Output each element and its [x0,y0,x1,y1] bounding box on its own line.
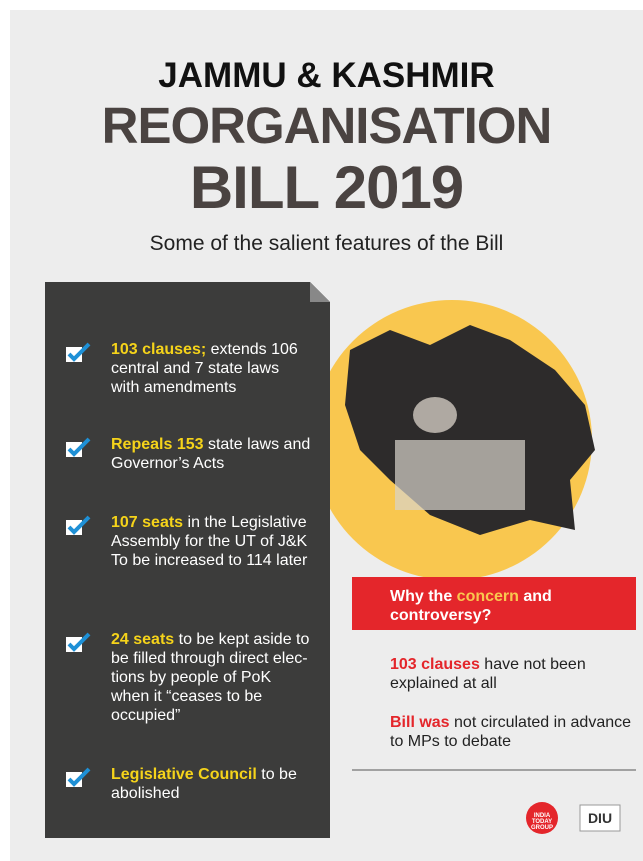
highlight: Repeals 153 [111,436,204,453]
feature: Repeals 153 state laws and Governor’s Ac… [111,435,311,473]
fold [310,282,330,302]
concern-box [352,577,636,630]
highlight: concern [456,588,519,605]
highlight: 103 clauses; [111,341,207,358]
feature: 24 seats to be kept aside to be filled t… [111,630,311,725]
checkbox [65,515,91,542]
dome [413,397,457,433]
text: Why the [390,588,457,605]
title-line: JAMMU & KASHMIR [158,56,495,95]
decor [45,282,636,838]
panel [45,282,330,838]
highlight: 103 clauses [390,656,480,673]
checkbox [65,342,91,369]
title-line: REORGANISATION [101,97,553,154]
checkbox [65,767,91,794]
feature: 107 seats in the Legislative Assembly fo… [111,513,311,570]
text: to be abolished [111,766,297,802]
logo-text: INDIA TODAY GROUP [530,813,553,831]
title-line: BILL 2019 [189,154,464,221]
feature: Legislative Council to be abolished [111,765,311,803]
text: and controversy? [390,588,552,624]
logo-mark [526,802,558,834]
concern-point: Bill was not circulated in advance to MP… [390,713,640,751]
highlight: 107 seats [111,514,184,531]
feature: 103 clauses; extends 106 central and 7 s… [111,340,311,397]
card: JAMMU & KASHMIR REORGANISATION BILL 2019… [10,10,643,861]
subtitle: Some of the salient features of the Bill [149,232,504,255]
text: have not been explained at all [390,656,586,692]
highlight: Legislative Council [111,766,257,783]
checkbox [65,437,91,464]
text: state laws and Governor’s Acts [111,436,311,472]
text: extends 106 central and 7 state laws wit… [111,341,298,396]
text: to be kept aside to be filled through di… [111,631,310,724]
logo-text: DIU [587,810,613,826]
building [395,440,525,510]
checkbox [65,632,91,659]
highlight: 24 seats [111,631,175,648]
text: in the Legislative Assembly for the UT o… [111,514,308,569]
concern-heading: Why the concern and controversy? [390,587,630,625]
concern-point: 103 clauses have not been explained at a… [390,655,640,693]
text: not circulated in advance to MPs to deba… [390,714,632,750]
highlight: Bill was [390,714,450,731]
logo-box [579,804,621,832]
